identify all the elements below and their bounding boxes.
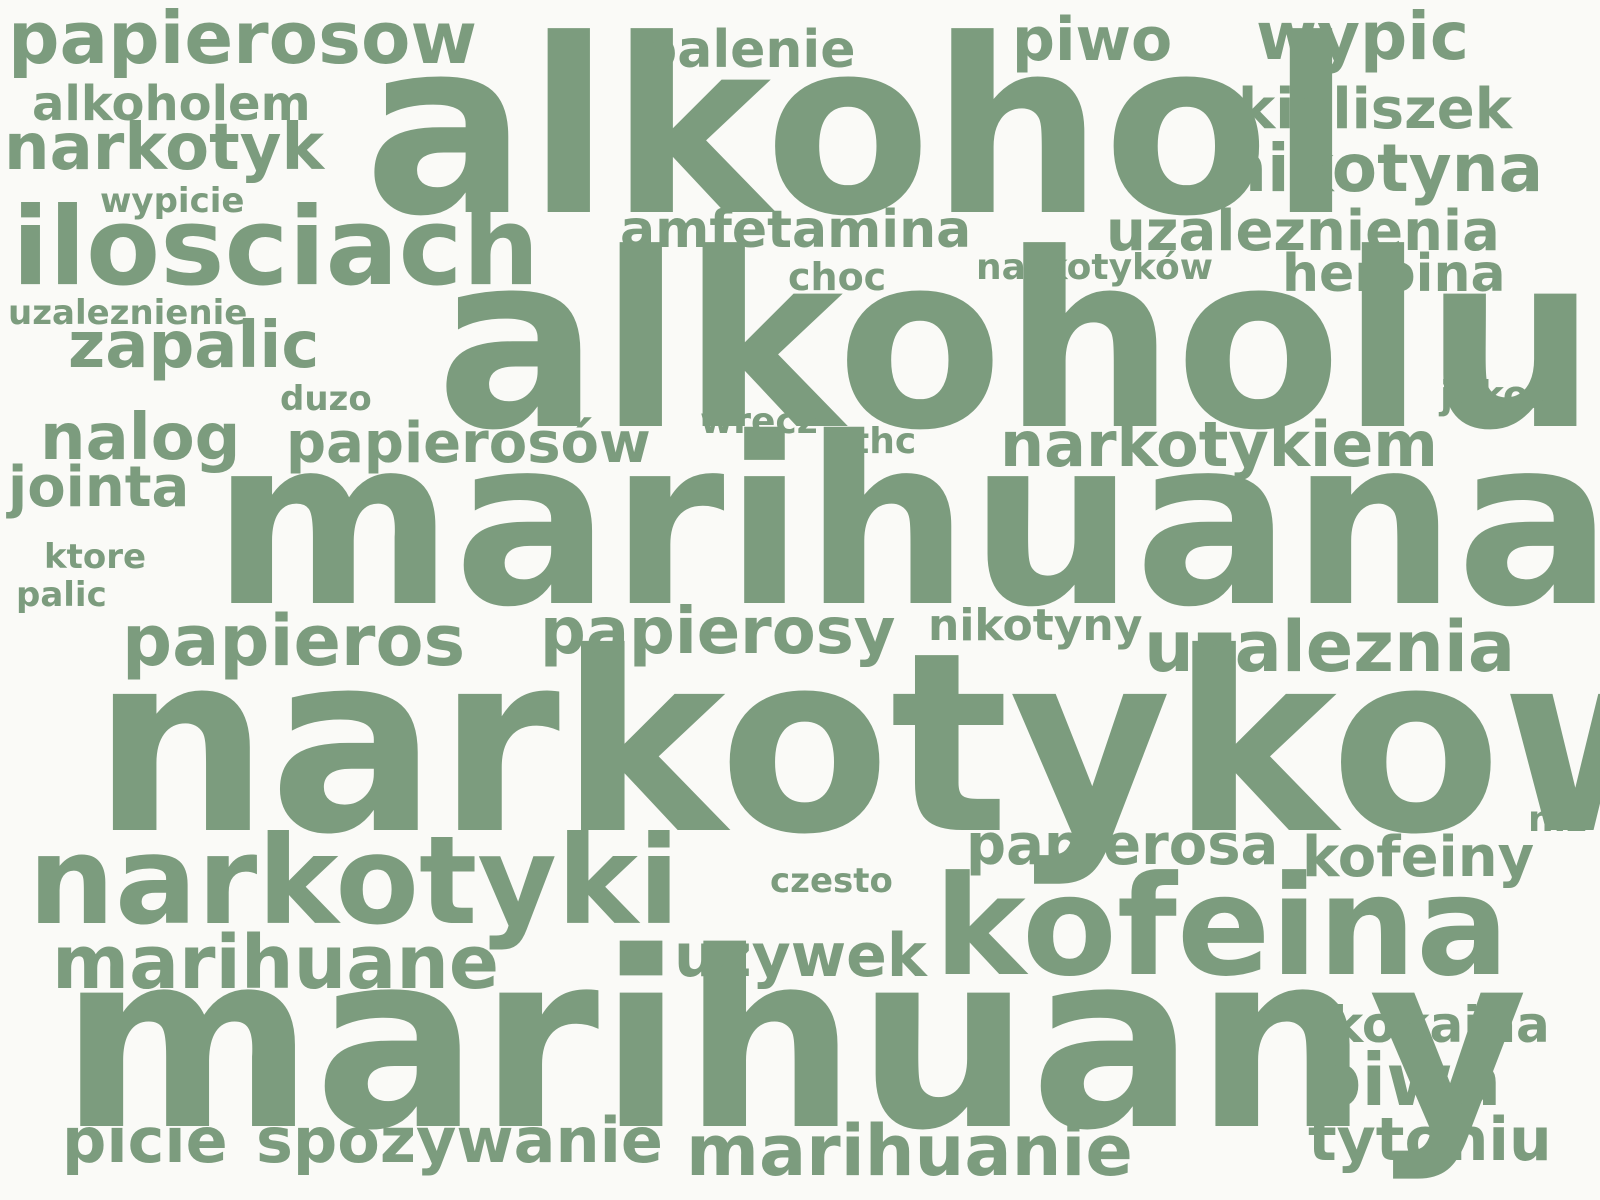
word-palenie: palenie xyxy=(640,20,856,80)
word-uzaleznia: uzaleznia xyxy=(1144,606,1516,688)
word-thc: thc xyxy=(852,421,917,462)
word-papierosow-pl: papierosów xyxy=(286,411,651,476)
word-marihuany: marihuany xyxy=(60,900,1528,1184)
word-jointa: jointa xyxy=(8,455,190,520)
word-narkotykow-pl: narkotyków xyxy=(976,247,1214,288)
word-alkoholu: alkoholu xyxy=(436,202,1597,484)
word-heroina: heroina xyxy=(1282,244,1506,304)
word-wypic: wypic xyxy=(1256,0,1469,75)
word-jakos: jakos xyxy=(1440,373,1552,417)
word-uzaleznienia: uzaleznienia xyxy=(1106,199,1500,264)
word-uzaleznienie: uzaleznienie xyxy=(8,293,248,333)
word-tytoniu: tytoniu xyxy=(1308,1105,1552,1175)
word-narkotykow: narkotykow xyxy=(92,599,1600,889)
word-narkotyki: narkotyki xyxy=(28,810,680,952)
word-piwo: piwo xyxy=(1012,5,1173,75)
word-kofeina: kofeina xyxy=(934,846,1510,1007)
word-czesto: czesto xyxy=(770,861,893,901)
word-duzo: duzo xyxy=(280,379,372,419)
word-choc: choc xyxy=(788,255,887,299)
word-papierosa: papierosa xyxy=(966,813,1279,878)
word-nikotyna: nikotyna xyxy=(1220,130,1544,207)
word-marihuanie: marihuanie xyxy=(686,1110,1133,1192)
word-zapalic: zapalic xyxy=(68,309,320,383)
word-wypicie: wypicie xyxy=(100,181,245,221)
word-niz: niz xyxy=(1528,799,1587,840)
word-kokaina: kokaina xyxy=(1330,996,1550,1054)
word-kieliszek: kieliszek xyxy=(1238,77,1512,142)
word-papierosow: papierosow xyxy=(8,0,477,80)
word-nalog: nalog xyxy=(40,401,241,475)
word-kofeiny: kofeiny xyxy=(1302,825,1535,890)
word-uzywek: uzywek xyxy=(674,921,927,991)
word-amfetamina: amfetamina xyxy=(620,200,972,260)
word-ilosciach: ilosciach xyxy=(12,185,540,310)
word-narkotykiem: narkotykiem xyxy=(1000,408,1438,481)
word-papieros: papieros xyxy=(122,600,466,682)
word-nikotyny: nikotyny xyxy=(928,600,1143,651)
word-piwa: piwa xyxy=(1310,1038,1502,1122)
word-wrecz: wrecz xyxy=(700,401,818,442)
word-spozywanie: spozywanie xyxy=(256,1104,663,1177)
word-picie: picie xyxy=(62,1104,228,1177)
word-alkoholem: alkoholem xyxy=(32,76,311,132)
word-alkohol: alkohol xyxy=(364,0,1353,270)
word-papierosy: papierosy xyxy=(540,595,896,669)
word-marihuana: marihuana xyxy=(212,388,1600,658)
word-marihuane: marihuane xyxy=(52,920,500,1006)
word-ktore: ktore xyxy=(44,537,147,577)
word-narkotyk: narkotyk xyxy=(4,111,324,185)
word-palic: palic xyxy=(16,575,107,615)
